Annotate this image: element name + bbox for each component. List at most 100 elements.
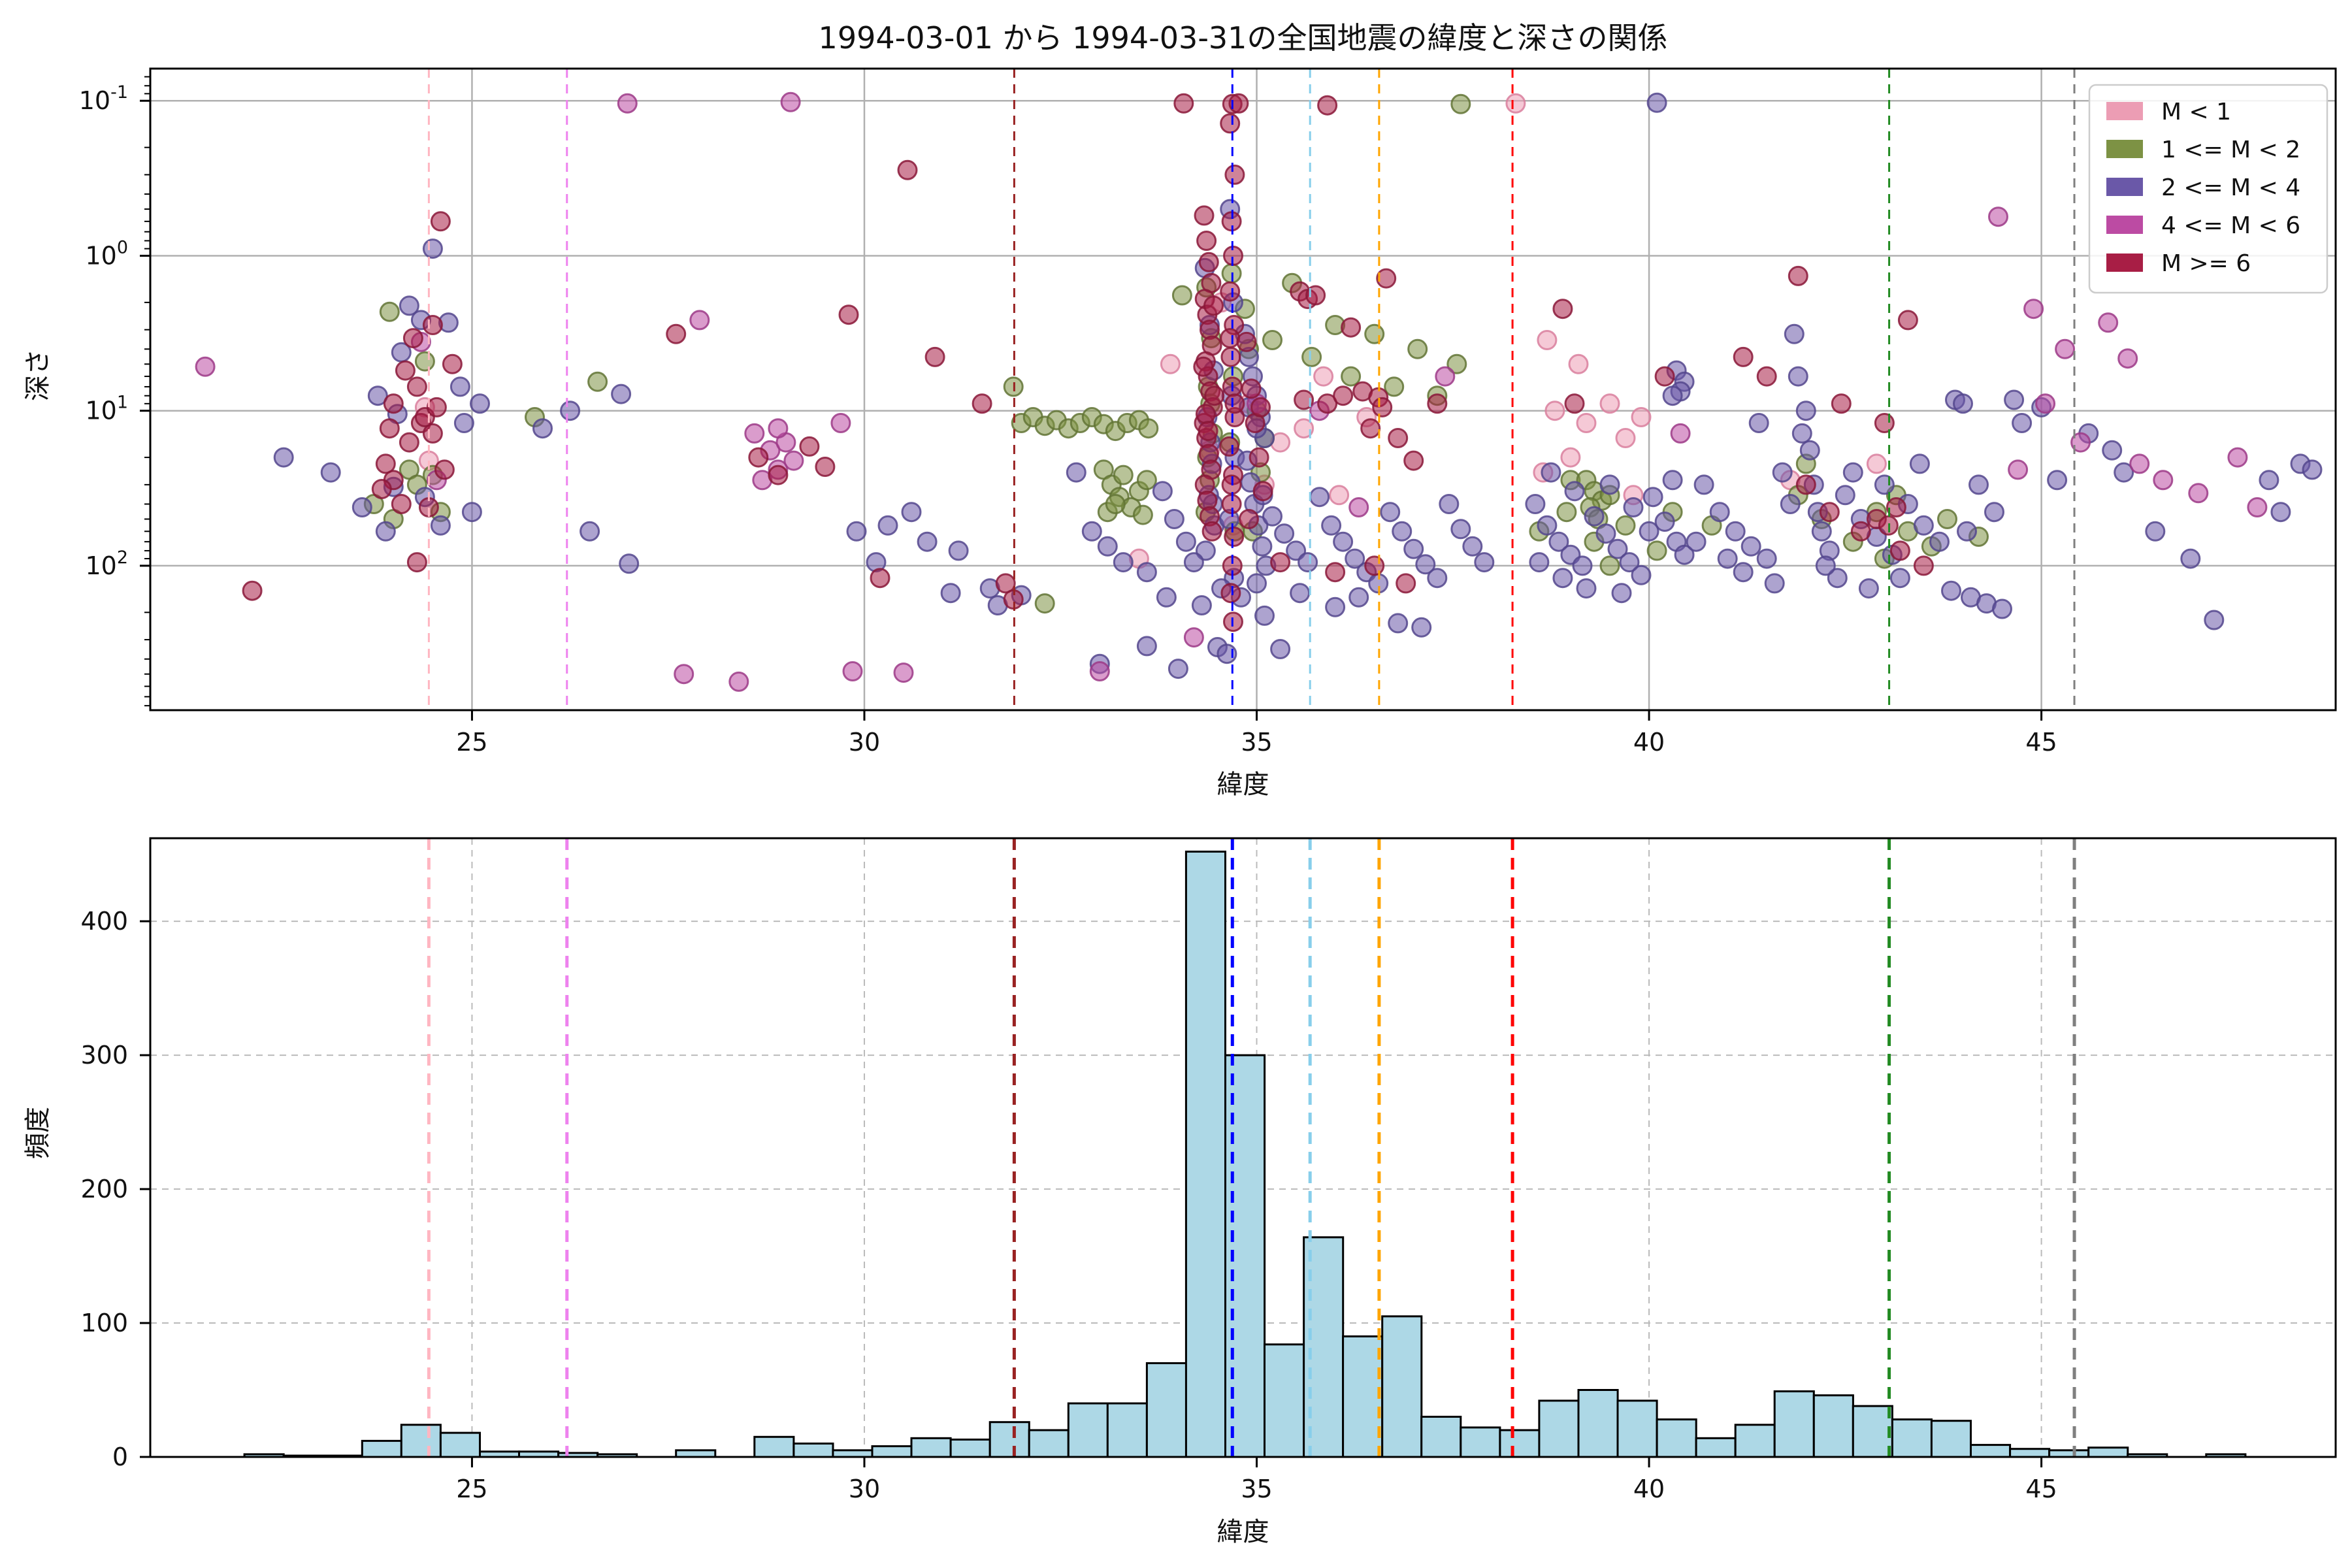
histogram-bar	[2087, 1446, 2129, 1457]
scatter-point	[748, 447, 769, 468]
scatter-point	[1341, 317, 1362, 338]
scatter-point	[2204, 610, 2225, 630]
scatter-point	[1325, 562, 1346, 583]
scatter-point	[532, 418, 553, 439]
scatter-point	[1290, 583, 1311, 604]
scatter-point	[367, 385, 388, 406]
scatter-point	[1541, 462, 1561, 483]
scatter-point	[1654, 512, 1675, 532]
legend-label: 2 <= M < 4	[2161, 174, 2300, 201]
legend-swatch	[2106, 253, 2143, 272]
scatter-point	[1615, 428, 1636, 448]
scatter-point	[1623, 497, 1644, 517]
scatter-point	[1957, 521, 1977, 542]
histogram-bar	[1420, 1416, 1462, 1457]
scatter-point	[1733, 562, 1754, 583]
scatter-point	[2012, 413, 2033, 433]
tick-label: 100	[80, 1309, 128, 1337]
scatter-point	[391, 494, 412, 514]
scatter-point	[1992, 598, 2012, 619]
scatter-point	[430, 211, 451, 232]
histogram-axes-frame	[149, 837, 2337, 1458]
scatter-point	[1446, 353, 1467, 374]
scatter-point	[1576, 578, 1597, 599]
scatter-point	[1191, 595, 1212, 615]
scatter-point	[414, 351, 435, 372]
scatter-point	[1631, 407, 1652, 427]
histogram-bar	[1342, 1335, 1384, 1457]
tick-label: 35	[1241, 1475, 1272, 1503]
scatter-point	[1819, 502, 1840, 523]
scatter-point	[371, 479, 392, 499]
scatter-point	[1203, 295, 1224, 316]
tick-label: 0	[112, 1443, 128, 1471]
scatter-point	[1599, 555, 1620, 576]
scatter-vlines	[427, 69, 2076, 710]
scatter-point	[1097, 536, 1118, 557]
scatter-point	[1329, 485, 1350, 506]
scatter-point	[2047, 470, 2068, 491]
scatter-point	[1639, 521, 1659, 542]
scatter-point	[1646, 540, 1667, 561]
histogram-ticks: 25 30 35 40 45 0 100 200 300 400	[80, 907, 2057, 1503]
scatter-point	[2227, 447, 2248, 468]
scatter-point	[351, 497, 372, 517]
scatter-point	[1909, 453, 1930, 474]
scatter-point	[470, 393, 490, 414]
scatter-point	[2270, 502, 2291, 523]
scatter-point	[1788, 265, 1808, 286]
scatter-point	[1407, 338, 1428, 359]
scatter-point	[195, 356, 216, 377]
histogram-bar	[1695, 1437, 1737, 1457]
scatter-point	[1866, 453, 1887, 474]
tick-label: 10-1	[79, 82, 128, 115]
scatter-point	[1325, 596, 1346, 617]
scatter-point	[1811, 521, 1832, 542]
scatter-point	[838, 304, 859, 325]
scatter-point	[1725, 521, 1746, 542]
tick-label: 40	[1633, 1475, 1665, 1503]
scatter-point	[1239, 509, 1259, 529]
scatter-point	[2153, 470, 2174, 491]
histogram-bar	[1145, 1362, 1188, 1457]
scatter-point	[1607, 538, 1628, 559]
scatter-point	[434, 459, 455, 480]
scatter-axes-frame	[149, 67, 2337, 711]
scatter-point	[2117, 348, 2138, 369]
scatter-point	[995, 573, 1016, 594]
scatter-point	[395, 360, 416, 381]
histogram-vlines	[427, 838, 2076, 1457]
histogram-bar	[2009, 1448, 2051, 1457]
scatter-point	[1171, 285, 1192, 306]
scatter-point	[1913, 555, 1934, 576]
legend-entry: M >= 6	[2106, 250, 2251, 277]
tick-label: 25	[456, 1475, 487, 1503]
scatter-point	[422, 315, 443, 335]
tick-label: 102	[85, 547, 128, 580]
legend-swatch	[2106, 216, 2143, 234]
scatter-point	[1249, 447, 1269, 468]
scatter-point	[1831, 393, 1852, 414]
scatter-point	[1196, 231, 1217, 251]
scatter-yaxis-label: 深さ	[23, 349, 53, 401]
histogram-bar	[1460, 1426, 1501, 1457]
scatter-point	[449, 376, 470, 397]
scatter-point	[461, 502, 482, 523]
histogram-bar	[988, 1421, 1030, 1457]
scatter-point	[1953, 393, 1973, 414]
scatter-point	[619, 553, 640, 574]
scatter-point	[1552, 568, 1573, 589]
scatter-point	[1462, 536, 1483, 557]
scatter-point	[1250, 397, 1271, 417]
scatter-point	[1450, 93, 1471, 114]
scatter-point	[893, 662, 914, 683]
scatter-point	[1219, 436, 1239, 457]
scatter-point	[1198, 421, 1218, 442]
scatter-point	[1241, 378, 1262, 399]
scatter-point	[1204, 385, 1225, 406]
scatter-point	[1611, 583, 1632, 604]
scatter-point	[1842, 462, 1863, 483]
scatter-point	[830, 413, 851, 433]
